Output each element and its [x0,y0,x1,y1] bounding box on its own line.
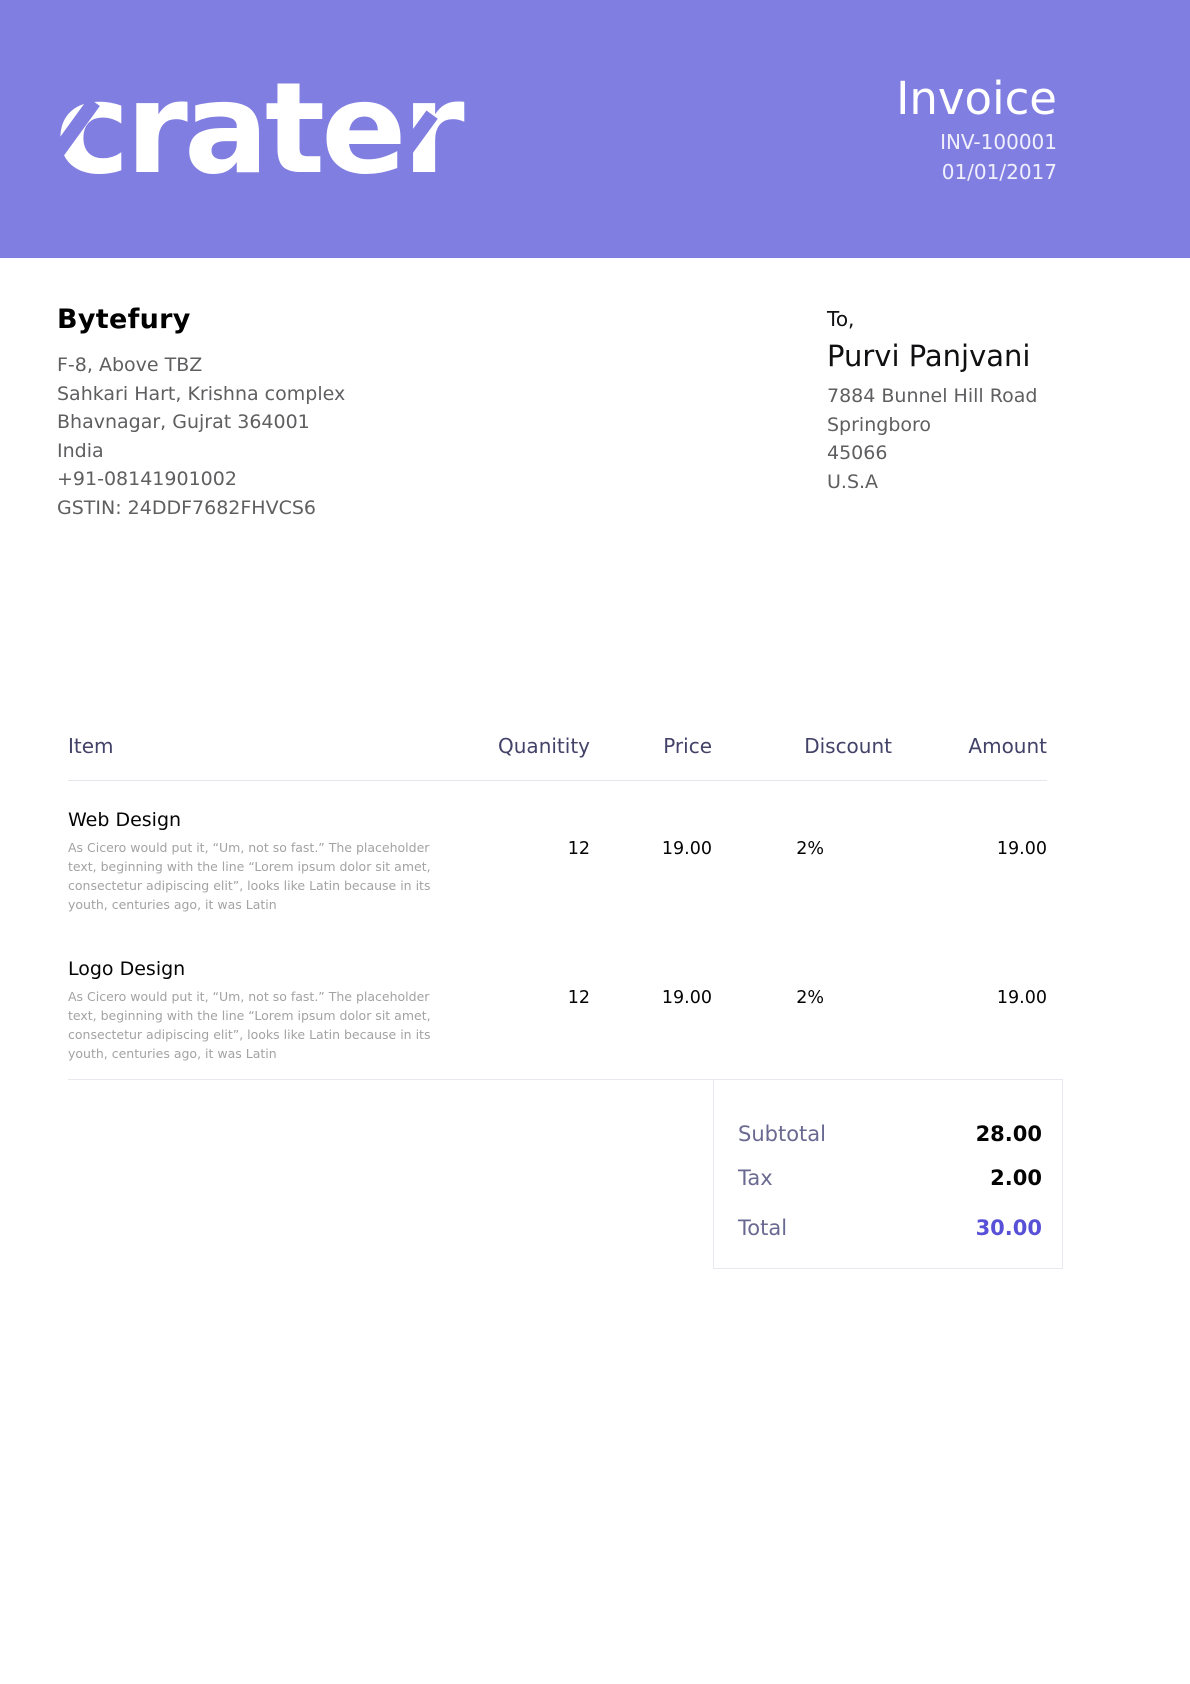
column-header-item: Item [68,734,478,781]
column-header-price: Price [590,734,712,781]
crater-logo-text: crater [55,55,465,202]
subtotal-value: 28.00 [975,1122,1042,1146]
item-amount: 19.00 [996,988,1047,1008]
to-address-block: To, Purvi Panjvani 7884 Bunnel Hill Road… [827,304,1055,522]
from-company-name: Bytefury [57,304,191,335]
items-section: Item Quanitity Price Discount Amount Web… [0,734,1190,1079]
total-row: Total 30.00 [738,1216,1042,1240]
column-header-discount: Discount [712,734,892,781]
tax-label: Tax [738,1166,773,1190]
invoice-number: INV-100001 [940,130,1057,154]
from-address-line: India [57,439,104,462]
to-customer-name: Purvi Panjvani [827,339,1031,373]
item-price: 19.00 [661,988,712,1008]
to-address-line: Springboro [827,413,932,436]
address-section: Bytefury F-8, Above TBZ Sahkari Hart, Kr… [0,258,1190,522]
to-address-line: 7884 Bunnel Hill Road [827,385,1038,407]
tax-value: 2.00 [990,1166,1042,1190]
invoice-meta-block: Invoice INV-100001 01/01/2017 [896,71,1057,187]
subtotal-label: Subtotal [738,1122,826,1146]
column-header-amount: Amount [892,734,1047,781]
item-price: 19.00 [661,839,712,859]
item-quantity: 12 [567,839,590,859]
item-amount: 19.00 [996,839,1047,859]
from-address-line: F-8, Above TBZ [57,354,203,376]
table-row: Logo Design As Cicero would put it, “Um,… [68,930,1047,1079]
total-value: 30.00 [975,1216,1042,1240]
totals-section: Subtotal 28.00 Tax 2.00 Total 30.00 [68,1079,1063,1269]
item-cell: Web Design As Cicero would put it, “Um, … [68,781,478,931]
from-gstin: GSTIN: 24DDF7682FHVCS6 [57,496,316,519]
items-table: Item Quanitity Price Discount Amount Web… [68,734,1047,1079]
invoice-date: 01/01/2017 [941,160,1057,184]
invoice-title: Invoice [896,72,1057,125]
item-discount: 2% [796,988,824,1008]
item-name: Web Design [68,809,182,831]
subtotal-row: Subtotal 28.00 [738,1122,1042,1146]
total-label: Total [738,1216,788,1240]
from-address-line: Sahkari Hart, Krishna complex [57,382,346,405]
item-description: As Cicero would put it, “Um, not so fast… [68,840,431,912]
totals-box: Subtotal 28.00 Tax 2.00 Total 30.00 [713,1079,1063,1269]
item-discount: 2% [796,839,824,859]
from-address-line: Bhavnagar, Gujrat 364001 [57,411,310,433]
item-description: As Cicero would put it, “Um, not so fast… [68,989,431,1061]
to-address-line: 45066 [827,442,888,464]
item-name: Logo Design [68,958,186,980]
table-row: Web Design As Cicero would put it, “Um, … [68,781,1047,931]
column-header-quantity: Quanitity [478,734,590,781]
from-phone: +91-08141901002 [57,468,237,490]
table-bottom-divider [68,1079,714,1080]
item-quantity: 12 [567,988,590,1008]
tax-row: Tax 2.00 [738,1166,1042,1190]
items-table-header-row: Item Quanitity Price Discount Amount [68,734,1047,781]
item-cell: Logo Design As Cicero would put it, “Um,… [68,930,478,1079]
to-address-line: U.S.A [827,470,879,493]
crater-logo: crater [52,66,465,192]
to-label: To, [827,307,855,331]
invoice-header: crater Invoice INV-100001 01/01/2017 [0,0,1190,258]
from-address-block: Bytefury F-8, Above TBZ Sahkari Hart, Kr… [57,304,827,522]
